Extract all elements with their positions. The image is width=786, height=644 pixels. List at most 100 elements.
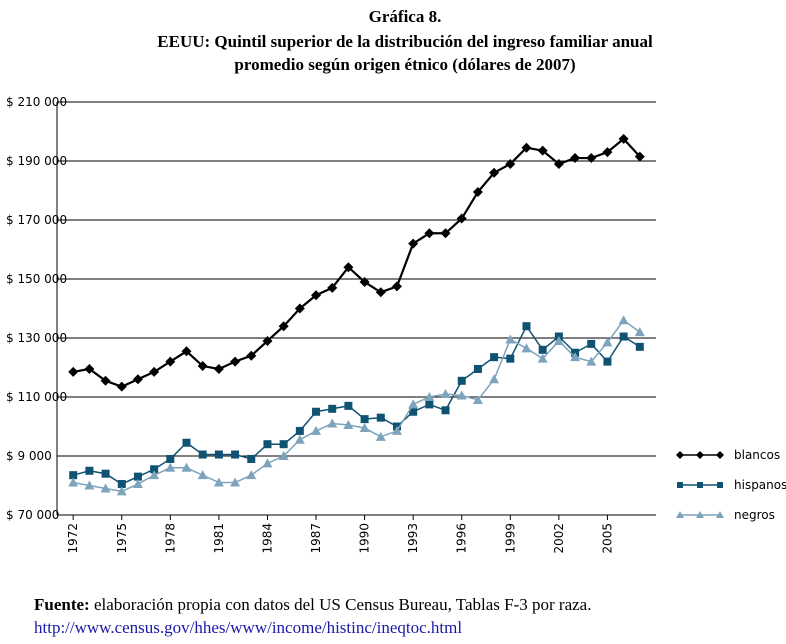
point [213, 363, 224, 374]
point [343, 420, 354, 430]
point [408, 399, 419, 409]
legend-marker [677, 482, 683, 488]
point [441, 406, 450, 415]
legend-marker [716, 511, 724, 518]
point [472, 394, 483, 404]
point [116, 486, 127, 496]
x-tick-label: 1978 [163, 523, 177, 554]
point [214, 450, 223, 459]
x-tick-label: 1993 [406, 523, 420, 554]
point [68, 366, 79, 377]
series-line [72, 324, 641, 485]
point [618, 315, 629, 325]
point [409, 407, 418, 416]
point [279, 440, 288, 449]
point [344, 401, 353, 410]
point [149, 470, 160, 480]
point [553, 335, 564, 345]
point [456, 390, 467, 400]
y-tick-label: $ 70 000 [6, 508, 59, 522]
point [359, 276, 370, 287]
x-tick-label: 1999 [503, 523, 517, 554]
x-tick-label: 2005 [600, 523, 614, 554]
point [85, 466, 94, 475]
point [166, 454, 175, 463]
point [278, 321, 289, 332]
point [538, 345, 547, 354]
point [603, 357, 612, 366]
point [263, 440, 272, 449]
point [197, 470, 208, 480]
y-tick-label: $ 110 000 [6, 390, 67, 404]
point [391, 425, 402, 435]
x-tick-label: 1972 [66, 523, 80, 554]
point [181, 462, 192, 472]
source-url: http://www.census.gov/hhes/www/income/hi… [34, 618, 462, 637]
point [327, 418, 338, 428]
point [587, 339, 596, 348]
point [328, 404, 337, 413]
point [602, 147, 613, 158]
point [424, 392, 435, 401]
point [537, 145, 548, 156]
chart-title: Gráfica 8. [369, 7, 442, 26]
point [198, 450, 207, 459]
point [375, 431, 386, 441]
point [359, 422, 370, 432]
point [586, 153, 597, 164]
point [230, 477, 241, 487]
x-tick-label: 2002 [552, 523, 566, 554]
point [213, 477, 224, 487]
point [247, 454, 256, 463]
point [149, 366, 160, 377]
y-tick-label: $ 130 000 [6, 331, 67, 345]
point [489, 374, 500, 384]
point [634, 151, 645, 162]
point [473, 364, 482, 373]
point [262, 335, 273, 346]
point [68, 477, 79, 487]
point [634, 327, 645, 337]
point [408, 238, 419, 249]
point [506, 354, 515, 363]
point [311, 425, 322, 435]
point [619, 332, 628, 341]
point [182, 438, 191, 447]
y-tick-label: $ 170 000 [6, 213, 67, 227]
source: Fuente: elaboración propia con datos del… [34, 595, 591, 614]
x-tick-label: 1987 [309, 523, 323, 554]
point [246, 470, 257, 480]
source-text: elaboración propia con datos del US Cens… [94, 595, 592, 614]
point [181, 346, 192, 357]
point [84, 480, 95, 490]
point [116, 381, 127, 392]
point [570, 153, 581, 164]
point [262, 458, 273, 468]
legend-label: hispanos [734, 478, 786, 492]
point [343, 262, 354, 273]
point [521, 142, 532, 153]
point [375, 287, 386, 298]
point [472, 186, 483, 197]
point [117, 480, 126, 489]
x-tick-label: 1990 [358, 523, 372, 554]
point [457, 376, 466, 385]
point [165, 462, 176, 472]
chart-subtitle: EEUU: Quintil superior de la distribució… [157, 32, 653, 51]
point [489, 167, 500, 178]
point [84, 363, 95, 374]
point [635, 342, 644, 351]
chart-subtitle: promedio según origen étnico (dólares de… [234, 55, 575, 74]
point [69, 471, 78, 480]
point [586, 356, 597, 366]
point [602, 337, 613, 347]
legend-label: negros [734, 508, 775, 522]
point [440, 228, 451, 239]
point [440, 389, 451, 399]
point [231, 450, 240, 459]
point [312, 407, 321, 416]
point [490, 353, 499, 362]
point [327, 282, 338, 293]
point [295, 426, 304, 435]
point [360, 415, 369, 424]
